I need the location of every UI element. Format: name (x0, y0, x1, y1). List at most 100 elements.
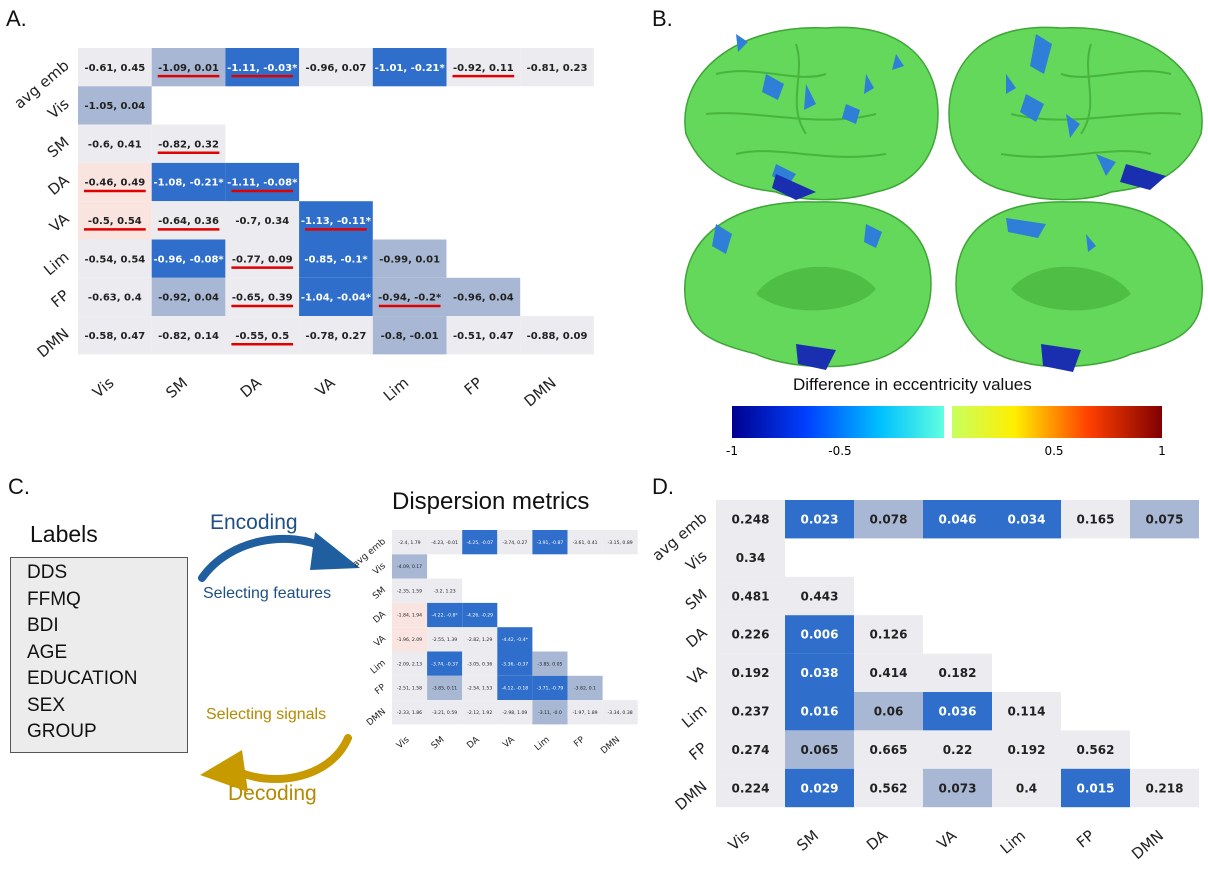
heatmap-cell (427, 578, 463, 603)
heatmap-cell-value: -0.65, 0.39 (232, 293, 293, 304)
colorbar: -1 -0.5 0.5 1 (726, 406, 1166, 458)
heatmap-cell-value: -2.55, 1.39 (432, 637, 457, 643)
heatmap-cell (446, 48, 521, 87)
heatmap-cell (462, 700, 498, 725)
heatmap-cell (225, 201, 300, 240)
heatmap-cell-value: -0.82, 0.32 (158, 139, 219, 150)
heatmap-cell (1061, 730, 1130, 769)
heatmap-cell (299, 239, 373, 278)
heatmap-cell (446, 316, 521, 355)
heatmap-cell (1130, 768, 1199, 808)
heatmap-cell (462, 651, 498, 676)
heatmap-cell-value: 0.114 (1008, 705, 1046, 719)
heatmap-cell-value: -0.77, 0.09 (232, 254, 293, 265)
heatmap-dispersion-metrics: -2.4, 1.79 -4.23, -0.01 -4.25, -0.07 -3.74,… (351, 530, 638, 756)
heatmap-cell-value: -2.54, 1.53 (467, 686, 492, 692)
heatmap-cell (923, 653, 992, 692)
heatmap-cell (1061, 768, 1130, 808)
heatmap-cell (497, 530, 533, 555)
decoding-label: Decoding (228, 782, 317, 805)
heatmap-cell-value: -3.21, 0.59 (432, 710, 457, 716)
heatmap-cell (78, 201, 152, 240)
heatmap-cell (392, 675, 428, 701)
heatmap-cell (785, 576, 854, 616)
heatmap-cell (151, 162, 226, 202)
heatmap-cell (427, 651, 463, 676)
encoding-decoding-arrows (198, 532, 360, 792)
heatmap-cell (462, 627, 498, 652)
heatmap-cell-value: -0.46, 0.49 (84, 178, 145, 189)
heatmap-cell-value: -1.96, 2.09 (397, 637, 422, 643)
heatmap-cell-value: 0.046 (939, 513, 977, 527)
heatmap-cell (532, 675, 568, 701)
heatmap-cell-value: 0.481 (732, 589, 770, 603)
heatmap-cell (392, 530, 428, 555)
heatmap-cell (854, 615, 923, 654)
heatmap-cell-value: -3.61, 0.41 (573, 540, 598, 546)
heatmap-cell-value: -4.23, -0.01 (431, 540, 458, 546)
colorbar-tick-label: 1 (1158, 444, 1166, 458)
heatmap-cell-value: -4.25, -0.07 (466, 540, 493, 546)
label-item: DDS (27, 562, 68, 583)
decoding-arrow (200, 734, 352, 792)
heatmap-cell-value: -0.5, 0.54 (88, 216, 142, 227)
heatmap-cell-value: -1.97, 1.89 (573, 710, 598, 716)
heatmap-cell-value: -4.22, -0.8* (432, 613, 459, 619)
heatmap-cell (497, 700, 533, 725)
heatmap-cell-value: -0.94, -0.2* (378, 293, 442, 304)
heatmap-cell (785, 768, 854, 808)
column-label: SM (793, 826, 822, 854)
heatmap-cell-value: 0.562 (1077, 743, 1115, 757)
heatmap-cell (532, 651, 568, 676)
heatmap-cell (716, 768, 785, 808)
heatmap-cell (716, 538, 785, 577)
heatmap-cell-value: 0.006 (801, 628, 839, 642)
row-label: DA (682, 623, 711, 651)
selecting-features-label: Selecting features (203, 585, 332, 602)
heatmap-cell (446, 277, 521, 317)
heatmap-cell (520, 316, 594, 355)
heatmap-cell (225, 48, 300, 87)
heatmap-cell (392, 602, 428, 628)
heatmap-cell (225, 239, 300, 278)
heatmap-cell (716, 576, 785, 616)
heatmap-cell-value: 0.06 (874, 705, 904, 719)
heatmap-cell-value: -0.61, 0.45 (84, 63, 145, 74)
heatmap-cell-value: -4.09, 0.17 (397, 564, 422, 570)
heatmap-cell-value: -3.36, -0.37 (501, 661, 528, 667)
brain-surface-panel (684, 26, 1203, 372)
heatmap-cell (602, 700, 638, 725)
heatmap-cell (785, 730, 854, 769)
heatmap-cell (785, 500, 854, 539)
heatmap-cell (716, 692, 785, 731)
heatmap-cell (785, 692, 854, 731)
label-item: BDI (27, 615, 59, 636)
heatmap-cell-value: -2.51, 1.58 (397, 686, 422, 692)
heatmap-cell-value: -0.51, 0.47 (453, 331, 514, 342)
heatmap-cell-value: 0.073 (939, 781, 977, 795)
heatmap-cell-value: -0.88, 0.09 (527, 331, 588, 342)
heatmap-cell-value: -3.85, 0.11 (432, 686, 457, 692)
heatmap-cell-value: -0.99, 0.01 (379, 254, 440, 265)
column-label: Vis (725, 826, 753, 854)
heatmap-cell (78, 124, 152, 163)
heatmap-cell (299, 277, 373, 317)
heatmap-cell-value: -0.96, -0.08* (153, 254, 224, 265)
heatmap-cell-value: -2.09, 2.13 (397, 661, 422, 667)
heatmap-cell (78, 316, 152, 355)
heatmap-cell (299, 316, 373, 355)
heatmap-cell-value: -2.82, 1.29 (467, 637, 492, 643)
heatmap-cell-value: 0.4 (1016, 781, 1037, 795)
encoding-arrow (198, 532, 360, 582)
heatmap-cell (372, 239, 447, 278)
heatmap-cell-value: 0.248 (732, 513, 770, 527)
heatmap-cell (992, 692, 1061, 731)
heatmap-cell (716, 653, 785, 692)
heatmap-cell-value: -2.12, 1.92 (467, 710, 492, 716)
heatmap-cell-value: 0.226 (732, 628, 770, 642)
heatmap-cell (392, 554, 428, 579)
colorbar-tick-label: -0.5 (828, 444, 851, 458)
heatmap-cell-value: -2.33, 1.86 (397, 710, 422, 716)
heatmap-cell (785, 653, 854, 692)
